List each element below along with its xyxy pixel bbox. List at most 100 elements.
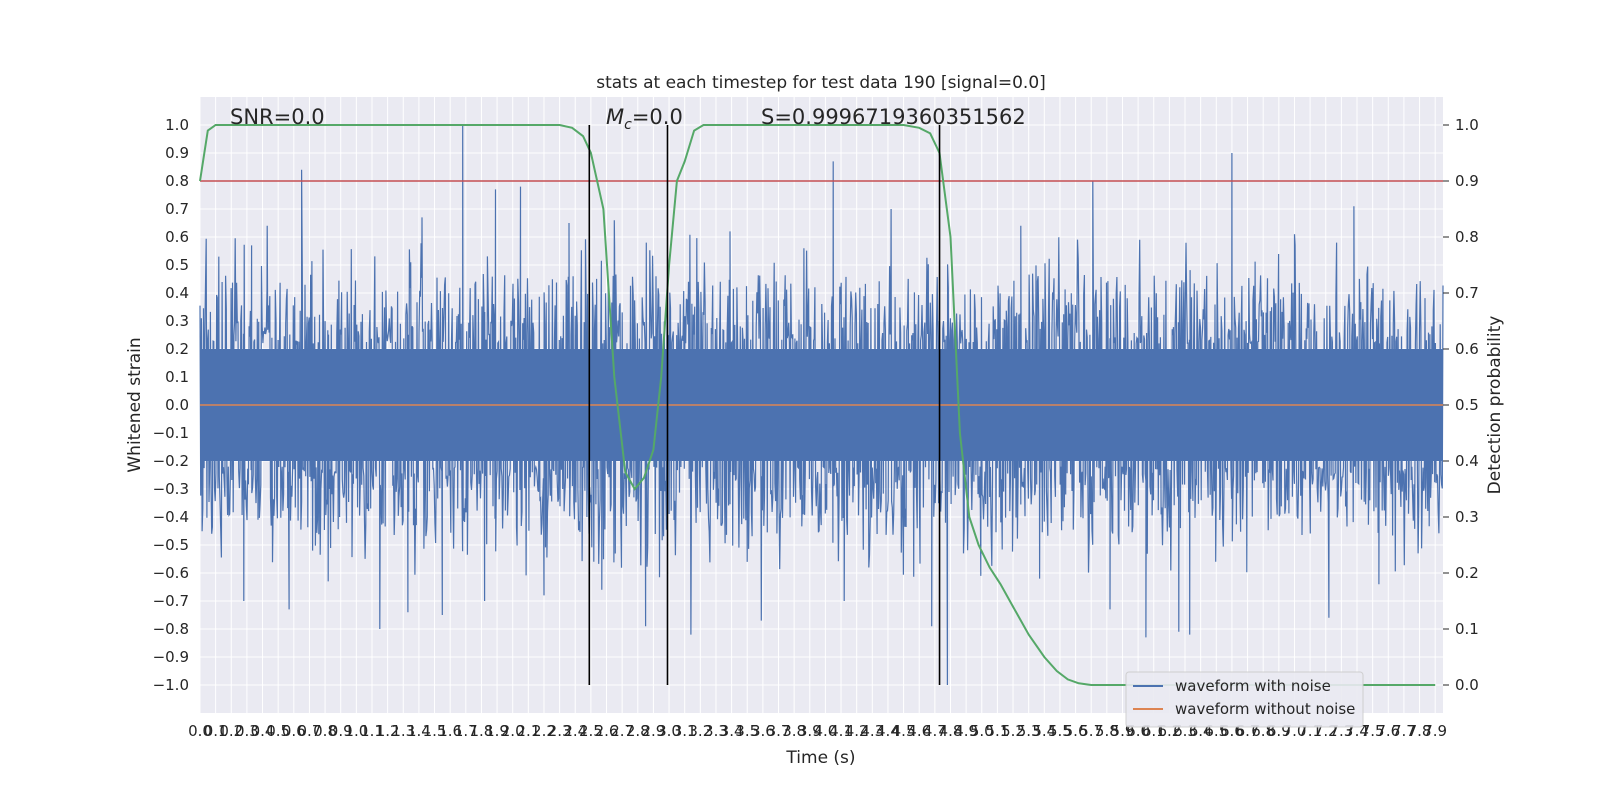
x-tick-label: 2.6 xyxy=(595,722,619,740)
x-tick-label: 3.3 xyxy=(704,722,728,740)
probability-curve xyxy=(199,124,1436,686)
vertical-markers xyxy=(588,125,941,685)
x-tick-label: 4.7 xyxy=(923,722,947,740)
y2-tick-label: 1.0 xyxy=(1455,116,1479,134)
x-tick-label: 3.2 xyxy=(688,722,712,740)
x-axis-title: Time (s) xyxy=(785,748,855,768)
x-tick-label: 1.6 xyxy=(438,722,462,740)
x-tick-label: 4.4 xyxy=(876,722,900,740)
x-tick-label: 4.1 xyxy=(829,722,853,740)
y2-axis-title: Detection probability xyxy=(1485,316,1505,495)
y-tick-label: −1.0 xyxy=(153,676,189,694)
x-tick-label: 0.5 xyxy=(266,722,290,740)
x-tick-label: 4.8 xyxy=(939,722,963,740)
y-axis-title: Whitened strain xyxy=(125,337,145,472)
y-tick-label: −0.7 xyxy=(153,592,189,610)
x-tick-label: 7.7 xyxy=(1392,722,1416,740)
y-tick-label: 0.7 xyxy=(165,200,189,218)
y2-tick-label: 0.0 xyxy=(1455,676,1479,694)
x-tick-label: 2.9 xyxy=(641,722,665,740)
x-tick-label: 3.8 xyxy=(782,722,806,740)
y-tick-label: 1.0 xyxy=(165,116,189,134)
x-tick-label: 5.3 xyxy=(1017,722,1041,740)
x-tick-label: 0.4 xyxy=(251,722,275,740)
x-tick-label: 0.9 xyxy=(329,722,353,740)
mc-annotation: Mc=0.0 xyxy=(606,105,683,133)
probability-curve-layer xyxy=(199,124,1436,686)
chart-title: stats at each timestep for test data 190… xyxy=(596,73,1046,93)
x-tick-label: 3.7 xyxy=(767,722,791,740)
x-tick-label: 3.9 xyxy=(798,722,822,740)
x-tick-label: 7.9 xyxy=(1423,722,1447,740)
x-tick-label: 3.5 xyxy=(735,722,759,740)
y-tick-label: 0.9 xyxy=(165,144,189,162)
x-tick-label: 2.1 xyxy=(516,722,540,740)
y2-tick-label: 0.6 xyxy=(1455,340,1479,358)
x-tick-label: 5.8 xyxy=(1095,722,1119,740)
y-axis-ticks: −1.0 −0.9 −0.8 −0.7 −0.6 −0.5 −0.4 −0.3 −0.2 −0.1… xyxy=(153,116,189,694)
y-tick-label: 0.4 xyxy=(165,284,189,302)
y-tick-label: −0.8 xyxy=(153,620,189,638)
y-tick-label: −0.5 xyxy=(153,536,189,554)
x-tick-label: 2.2 xyxy=(532,722,556,740)
x-tick-label: 0.7 xyxy=(298,722,322,740)
y-tick-label: −0.6 xyxy=(153,564,189,582)
x-tick-label: 5.5 xyxy=(1048,722,1072,740)
x-tick-label: 0.8 xyxy=(313,722,337,740)
y2-tick-label: 0.8 xyxy=(1455,228,1479,246)
x-tick-label: 2.3 xyxy=(548,722,572,740)
x-tick-label: 1.2 xyxy=(376,722,400,740)
x-tick-label: 5.4 xyxy=(1032,722,1056,740)
y2-tick-label: 0.2 xyxy=(1455,564,1479,582)
x-tick-label: 4.2 xyxy=(845,722,869,740)
y-tick-label: −0.3 xyxy=(153,480,189,498)
x-tick-label: 3.6 xyxy=(751,722,775,740)
x-tick-label: 2.4 xyxy=(563,722,587,740)
x-tick-label: 1.1 xyxy=(360,722,384,740)
legend: waveform with noise waveform without noi… xyxy=(1125,671,1364,728)
x-tick-label: 3.0 xyxy=(657,722,681,740)
x-tick-label: 2.7 xyxy=(610,722,634,740)
s-annotation: S=0.9996719360351562 xyxy=(761,105,1026,129)
x-tick-label: 2.0 xyxy=(501,722,525,740)
x-tick-label: 1.9 xyxy=(485,722,509,740)
y-tick-label: −0.9 xyxy=(153,648,189,666)
x-tick-label: 7.6 xyxy=(1376,722,1400,740)
x-tick-label: 4.9 xyxy=(954,722,978,740)
x-tick-label: 1.4 xyxy=(407,722,431,740)
x-tick-label: 0.1 xyxy=(204,722,228,740)
y-tick-label: 0.1 xyxy=(165,368,189,386)
y2-tick-label: 0.1 xyxy=(1455,620,1479,638)
y-tick-label: 0.5 xyxy=(165,256,189,274)
y2-tick-label: 0.3 xyxy=(1455,508,1479,526)
x-tick-label: 3.1 xyxy=(673,722,697,740)
y2-axis-ticks: 0.0 0.1 0.2 0.3 0.4 0.5 0.6 0.7 0.8 0.9 1.0 xyxy=(1443,116,1479,694)
x-tick-label: 4.6 xyxy=(907,722,931,740)
x-tick-label: 2.5 xyxy=(579,722,603,740)
x-tick-label: 7.5 xyxy=(1361,722,1385,740)
x-tick-label: 3.4 xyxy=(720,722,744,740)
y-tick-label: 0.8 xyxy=(165,172,189,190)
x-tick-label: 0.2 xyxy=(219,722,243,740)
snr-annotation: SNR=0.0 xyxy=(230,105,325,129)
y2-tick-label: 0.9 xyxy=(1455,172,1479,190)
x-tick-label: 0.0 xyxy=(188,722,212,740)
x-tick-label: 5.7 xyxy=(1079,722,1103,740)
legend-label-noise: waveform with noise xyxy=(1175,677,1331,695)
mc-value: =0.0 xyxy=(632,105,683,129)
mc-subscript: c xyxy=(624,117,632,133)
x-tick-label: 5.1 xyxy=(985,722,1009,740)
x-tick-label: 4.5 xyxy=(892,722,916,740)
y2-tick-label: 0.7 xyxy=(1455,284,1479,302)
x-tick-label: 5.6 xyxy=(1064,722,1088,740)
mc-symbol: M xyxy=(606,105,624,129)
x-tick-label: 1.3 xyxy=(391,722,415,740)
y-tick-label: 0.0 xyxy=(165,396,189,414)
x-tick-label: 0.3 xyxy=(235,722,259,740)
x-tick-label: 5.2 xyxy=(1001,722,1025,740)
y-tick-label: −0.4 xyxy=(153,508,189,526)
y-tick-label: 0.3 xyxy=(165,312,189,330)
x-tick-label: 7.8 xyxy=(1408,722,1432,740)
y-tick-label: 0.6 xyxy=(165,228,189,246)
